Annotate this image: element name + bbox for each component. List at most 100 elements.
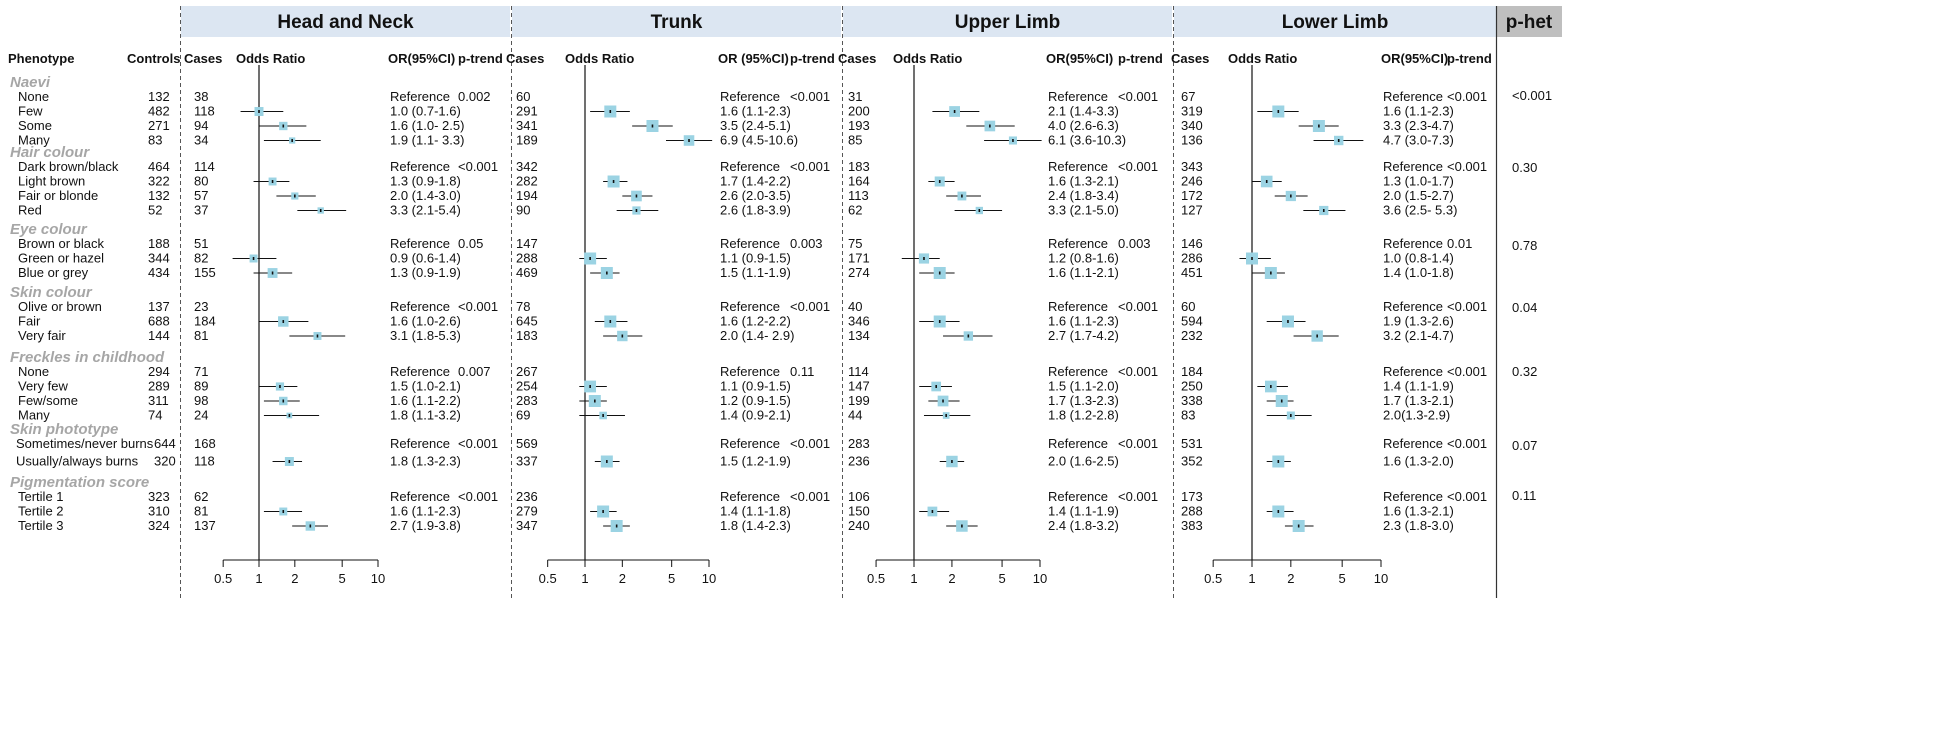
phet-title: p-het xyxy=(1506,12,1553,33)
cases-value-3-2-2: 134 xyxy=(848,328,870,343)
x-tick-label-1-3: 5 xyxy=(668,571,675,586)
or-ci-text-0-0-0: Reference xyxy=(390,89,450,104)
col-header-cases-3: Cases xyxy=(1171,51,1209,66)
cases-value-3-3-0: 60 xyxy=(1181,299,1195,314)
or-ci-text-1-0-3: 3.3 (2.1-5.4) xyxy=(390,203,461,218)
phenotype-label-2-1: Green or hazel xyxy=(18,251,104,266)
or-ci-text-3-1-2: 2.0 (1.4- 2.9) xyxy=(720,328,794,343)
col-header-odds-ratio-0: Odds Ratio xyxy=(236,51,305,66)
phenotype-label-6-0: Tertile 1 xyxy=(18,489,64,504)
controls-value-4-3: 74 xyxy=(148,408,162,423)
or-ci-text-3-2-0: Reference xyxy=(1048,299,1108,314)
p-trend-value-6-3: <0.001 xyxy=(1447,489,1487,504)
p-trend-value-0-3: <0.001 xyxy=(1447,89,1487,104)
or-ci-text-3-1-1: 1.6 (1.2-2.2) xyxy=(720,314,791,329)
controls-value-3-0: 137 xyxy=(148,299,170,314)
cases-value-3-3-2: 232 xyxy=(1181,328,1203,343)
or-ci-text-6-1-0: Reference xyxy=(720,489,780,504)
or-ci-text-1-0-0: Reference xyxy=(390,159,450,174)
p-trend-value-5-3: <0.001 xyxy=(1447,436,1487,451)
col-header-odds-ratio-3: Odds Ratio xyxy=(1228,51,1297,66)
cases-value-6-3-2: 383 xyxy=(1181,518,1203,533)
cases-value-2-2-1: 171 xyxy=(848,251,870,266)
cases-value-4-2-0: 114 xyxy=(848,364,869,379)
p-trend-value-3-3: <0.001 xyxy=(1447,299,1487,314)
p-trend-value-6-0: <0.001 xyxy=(458,489,498,504)
cases-value-1-3-1: 246 xyxy=(1181,174,1203,189)
cases-value-4-3-0: 184 xyxy=(1181,364,1203,379)
x-tick-label-3-2: 2 xyxy=(1287,571,1294,586)
cases-value-0-3-3: 136 xyxy=(1181,133,1203,148)
or-ci-text-6-0-2: 2.7 (1.9-3.8) xyxy=(390,518,461,533)
or-ci-text-2-1-1: 1.1 (0.9-1.5) xyxy=(720,251,791,266)
phenotype-label-1-3: Red xyxy=(18,203,42,218)
x-tick-label-2-4: 10 xyxy=(1033,571,1047,586)
or-ci-text-3-0-1: 1.6 (1.0-2.6) xyxy=(390,314,461,329)
or-ci-text-4-0-1: 1.5 (1.0-2.1) xyxy=(390,379,461,394)
p-trend-value-0-2: <0.001 xyxy=(1118,89,1158,104)
cases-value-0-2-2: 193 xyxy=(848,118,870,133)
x-tick-label-0-2: 2 xyxy=(291,571,298,586)
p-trend-value-6-1: <0.001 xyxy=(790,489,830,504)
group-label-2: Eye colour xyxy=(10,221,88,238)
or-ci-text-0-0-1: 1.0 (0.7-1.6) xyxy=(390,104,461,119)
or-ci-text-3-1-0: Reference xyxy=(720,299,780,314)
or-ci-text-2-0-0: Reference xyxy=(390,236,450,251)
cases-value-4-0-1: 89 xyxy=(194,379,208,394)
cases-value-2-3-1: 286 xyxy=(1181,251,1203,266)
p-trend-value-4-0: 0.007 xyxy=(458,364,491,379)
phenotype-label-4-3: Many xyxy=(18,408,50,423)
cases-value-6-2-1: 150 xyxy=(848,504,870,519)
cases-value-1-0-2: 57 xyxy=(194,188,208,203)
col-header-cases-1: Cases xyxy=(506,51,544,66)
p-trend-value-5-2: <0.001 xyxy=(1118,436,1158,451)
or-ci-text-1-3-2: 2.0 (1.5-2.7) xyxy=(1383,188,1454,203)
cases-value-0-0-0: 38 xyxy=(194,89,208,104)
controls-value-1-2: 132 xyxy=(148,188,170,203)
or-ci-text-2-2-2: 1.6 (1.1-2.1) xyxy=(1048,265,1119,280)
or-ci-text-6-2-0: Reference xyxy=(1048,489,1108,504)
or-ci-text-3-0-0: Reference xyxy=(390,299,450,314)
cases-value-1-0-3: 37 xyxy=(194,203,208,218)
cases-value-2-3-0: 146 xyxy=(1181,236,1203,251)
or-ci-text-1-3-0: Reference xyxy=(1383,159,1443,174)
phenotype-label-0-2: Some xyxy=(18,118,52,133)
controls-value-6-0: 323 xyxy=(148,489,170,504)
or-ci-text-0-2-3: 6.1 (3.6-10.3) xyxy=(1048,133,1126,148)
cases-value-6-0-2: 137 xyxy=(194,518,216,533)
p-trend-value-1-3: <0.001 xyxy=(1447,159,1487,174)
or-ci-text-4-3-3: 2.0(1.3-2.9) xyxy=(1383,408,1450,423)
or-ci-text-2-3-0: Reference xyxy=(1383,236,1443,251)
x-tick-label-0-3: 5 xyxy=(339,571,346,586)
cases-value-4-0-2: 98 xyxy=(194,393,208,408)
phet-header-bg xyxy=(1497,6,1562,37)
cases-value-3-0-0: 23 xyxy=(194,299,208,314)
cases-value-2-0-2: 155 xyxy=(194,265,216,280)
phet-value-4: 0.32 xyxy=(1512,364,1537,379)
cases-value-0-2-1: 200 xyxy=(848,104,870,119)
phenotype-label-2-0: Brown or black xyxy=(18,236,104,251)
p-trend-value-1-1: <0.001 xyxy=(790,159,830,174)
phenotype-label-0-3: Many xyxy=(18,133,50,148)
phenotype-label-3-0: Olive or brown xyxy=(18,299,102,314)
col-header-odds-ratio-1: Odds Ratio xyxy=(565,51,634,66)
group-label-3: Skin colour xyxy=(10,284,93,301)
panel-title-2: Upper Limb xyxy=(955,12,1061,33)
cases-value-1-3-3: 127 xyxy=(1181,203,1203,218)
controls-value-1-0: 464 xyxy=(148,159,170,174)
phenotype-label-5-0: Sometimes/never burns xyxy=(16,436,154,451)
cases-value-1-3-2: 172 xyxy=(1181,188,1203,203)
or-ci-text-2-0-2: 1.3 (0.9-1.9) xyxy=(390,265,461,280)
cases-value-5-1-0: 569 xyxy=(516,436,538,451)
cases-value-2-1-1: 288 xyxy=(516,251,538,266)
cases-value-5-1-1: 337 xyxy=(516,454,538,469)
or-ci-text-1-1-2: 2.6 (2.0-3.5) xyxy=(720,188,791,203)
or-ci-text-6-1-1: 1.4 (1.1-1.8) xyxy=(720,504,791,519)
or-ci-text-5-3-0: Reference xyxy=(1383,436,1443,451)
or-ci-text-2-3-2: 1.4 (1.0-1.8) xyxy=(1383,265,1454,280)
cases-value-3-2-1: 346 xyxy=(848,314,870,329)
or-ci-text-0-1-1: 1.6 (1.1-2.3) xyxy=(720,104,791,119)
controls-value-2-0: 188 xyxy=(148,236,170,251)
group-label-1: Hair colour xyxy=(10,144,90,161)
cases-value-3-0-1: 184 xyxy=(194,314,216,329)
